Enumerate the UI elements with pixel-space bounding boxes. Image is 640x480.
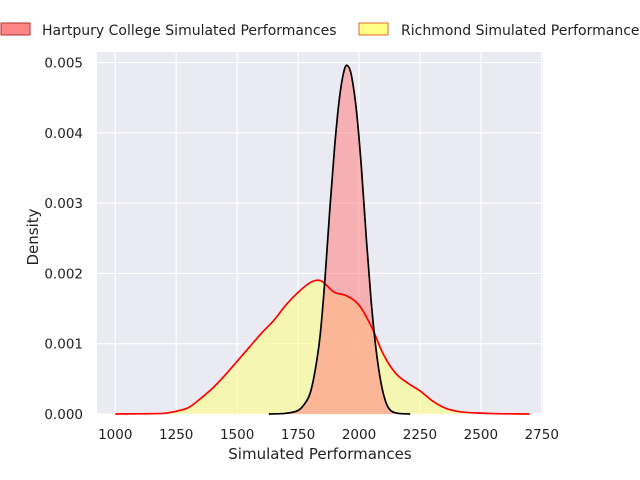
y-tick-label: 0.003 [44, 196, 83, 212]
x-axis-ticks: 1000 1250 1500 1750 2000 2250 2500 2750 [98, 427, 559, 443]
y-axis-label: Density [24, 208, 42, 265]
y-axis-ticks: 0.000 0.001 0.002 0.003 0.004 0.005 [44, 56, 83, 423]
series-area-0 [268, 65, 411, 415]
y-tick-label: 0.002 [44, 266, 83, 282]
x-tick-label: 1500 [220, 427, 254, 443]
y-tick-label: 0.001 [44, 337, 83, 353]
legend: Hartpury College Simulated Performances … [0, 22, 640, 39]
x-tick-label: 1750 [281, 427, 315, 443]
series-line-0 [268, 64, 411, 415]
x-tick-label: 1250 [159, 427, 193, 443]
x-tick-label: 2250 [403, 427, 437, 443]
legend-label-hartpury: Hartpury College Simulated Performances [42, 23, 337, 39]
x-tick-label: 1000 [98, 427, 132, 443]
y-tick-label: 0.005 [44, 56, 83, 72]
y-tick-label: 0.000 [44, 407, 83, 423]
legend-label-richmond: Richmond Simulated Performances [401, 23, 640, 39]
x-tick-label: 2500 [464, 427, 498, 443]
y-tick-label: 0.004 [44, 126, 83, 142]
series-layer [115, 64, 530, 415]
x-tick-label: 2000 [342, 427, 376, 443]
x-tick-label: 2750 [525, 427, 559, 443]
x-axis-label: Simulated Performances [228, 445, 412, 463]
legend-swatch-hartpury [0, 22, 31, 36]
series-line-1 [115, 279, 530, 415]
legend-swatch-richmond [358, 22, 389, 36]
